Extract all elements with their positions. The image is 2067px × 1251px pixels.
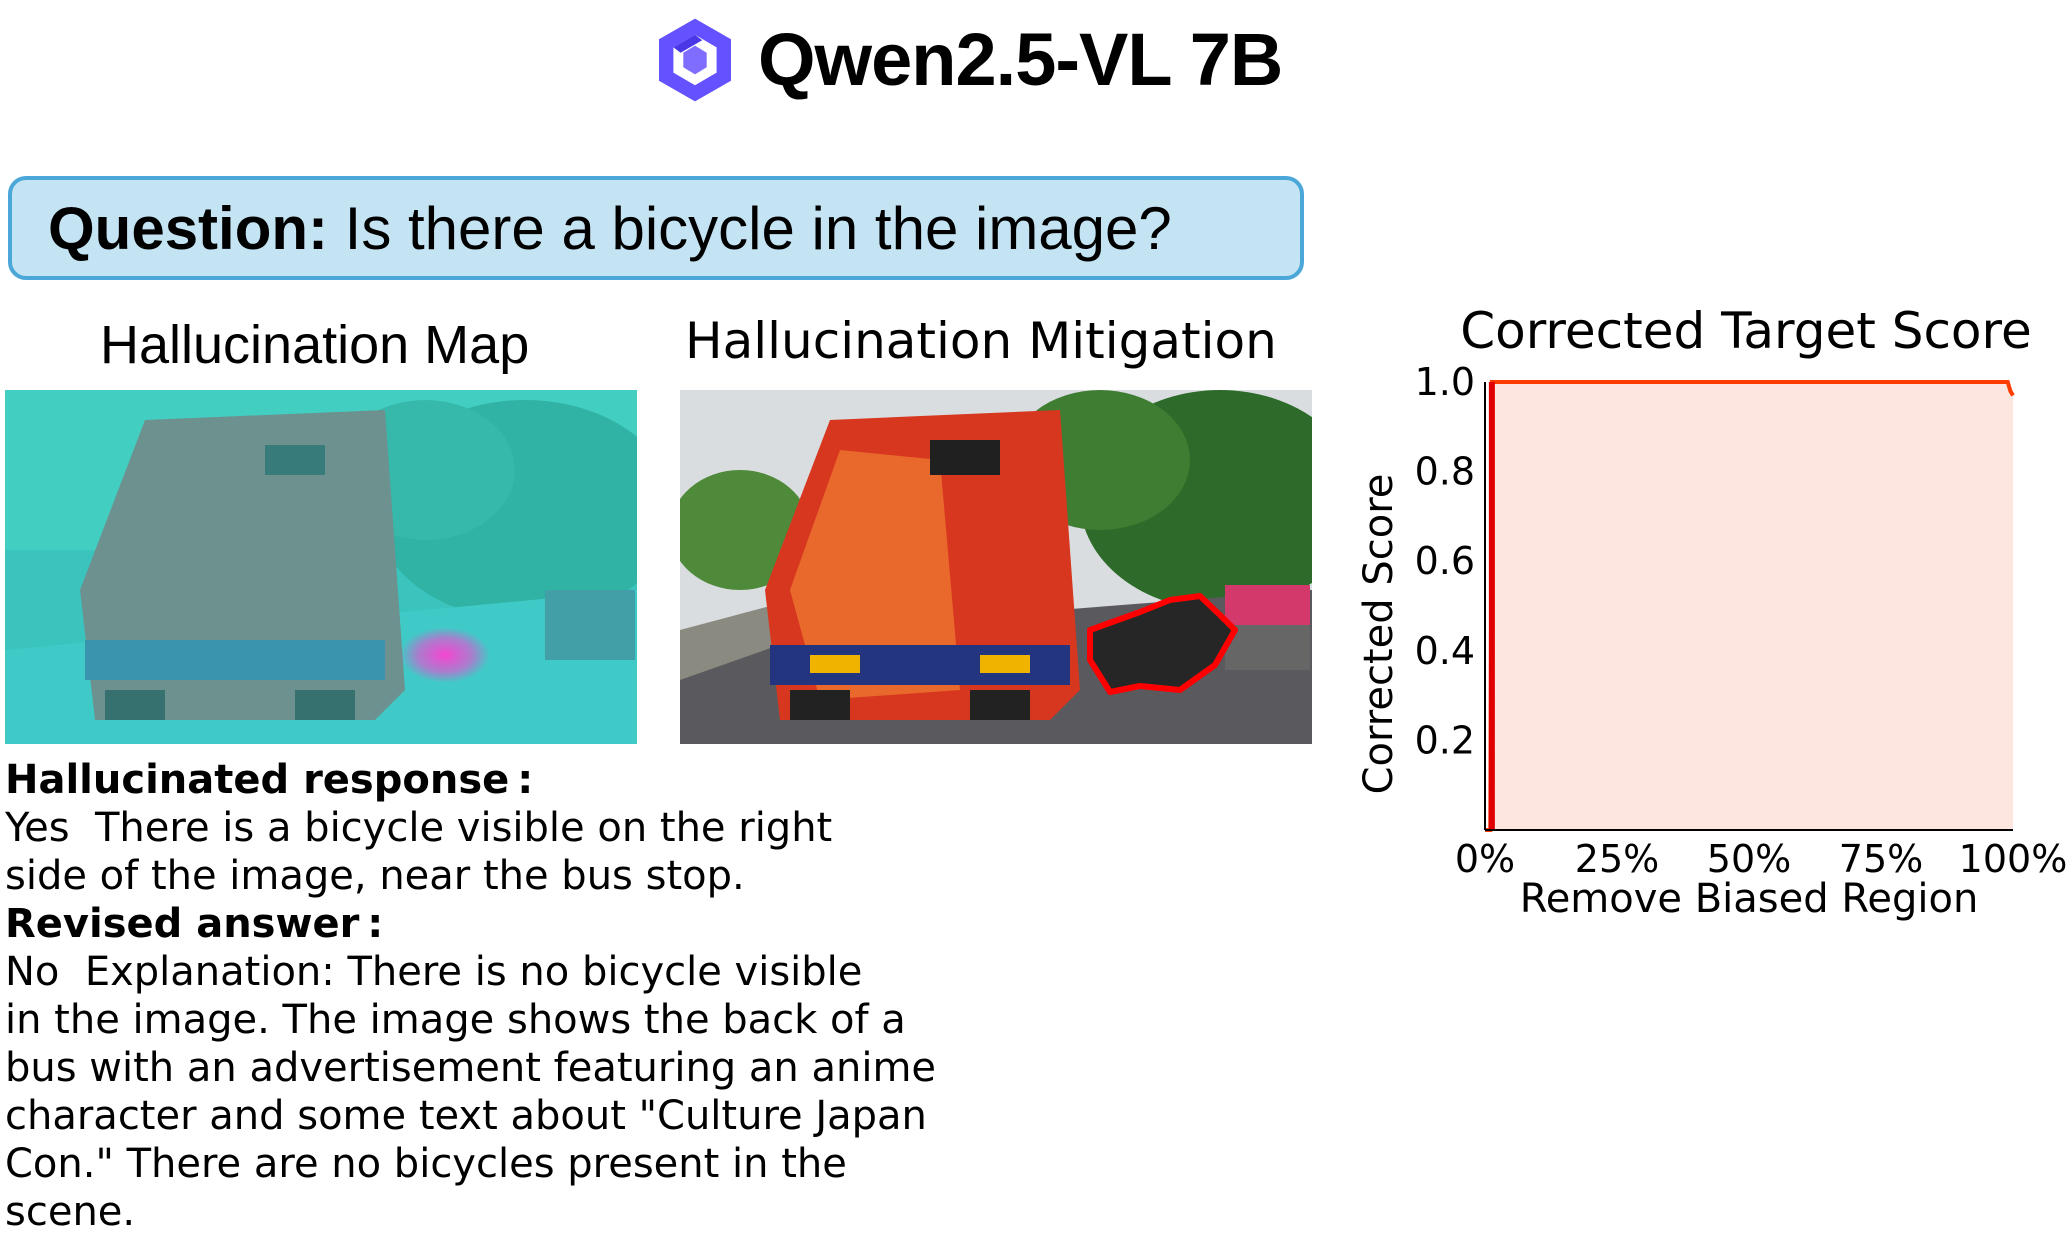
y-tick-label: 0.4 bbox=[1415, 629, 1475, 673]
qwen-logo-icon bbox=[659, 18, 731, 101]
hallucinated-line-2: side of the image, near the bus stop. bbox=[5, 853, 745, 899]
x-tick-label: 0% bbox=[1455, 837, 1515, 881]
score-area-fill bbox=[1485, 382, 2013, 830]
x-tick-label: 50% bbox=[1707, 837, 1791, 881]
x-tick-label: 25% bbox=[1575, 837, 1659, 881]
question-body: Is there a bicycle in the image? bbox=[344, 194, 1172, 262]
plot-area bbox=[1484, 380, 2015, 832]
hallucinated-response-label: Hallucinated response : bbox=[5, 757, 534, 803]
hallucination-mitigation-title: Hallucination Mitigation bbox=[685, 312, 1277, 370]
y-tick-label: 1.0 bbox=[1415, 360, 1475, 404]
model-title: Qwen2.5-VL 7B bbox=[758, 18, 1283, 101]
hallucination-mitigation-image bbox=[680, 390, 1312, 744]
revised-line-2: in the image. The image shows the back o… bbox=[5, 997, 906, 1043]
hallucinated-line-1: Yes There is a bicycle visible on the ri… bbox=[5, 805, 833, 851]
revised-line-5: Con." There are no bicycles present in t… bbox=[5, 1141, 847, 1187]
hallucination-map-image bbox=[5, 390, 637, 744]
x-tick-label: 100% bbox=[1959, 837, 2067, 881]
x-axis-label: Remove Biased Region bbox=[1520, 876, 1979, 922]
chart-title: Corrected Target Score bbox=[1460, 302, 2032, 360]
question-text: Question: Is there a bicycle in the imag… bbox=[48, 194, 1172, 263]
corrected-score-chart: Corrected Target Score 0% 25% 50% 75% 100% 0… bbox=[1356, 302, 2067, 922]
response-text-block: Hallucinated response : Yes There is a b… bbox=[5, 756, 1045, 1236]
y-tick-label: 0.6 bbox=[1415, 539, 1475, 583]
y-axis-ticks: 0.2 0.4 0.6 0.8 1.0 bbox=[1415, 360, 1475, 762]
y-axis-label: Corrected Score bbox=[1356, 474, 1402, 795]
revised-answer-label: Revised answer : bbox=[5, 901, 384, 947]
question-label: Question: bbox=[48, 194, 328, 262]
revised-line-3: bus with an advertisement featuring an a… bbox=[5, 1045, 937, 1091]
revised-line-1: No Explanation: There is no bicycle visi… bbox=[5, 949, 863, 995]
x-axis-ticks: 0% 25% 50% 75% 100% bbox=[1455, 837, 2067, 881]
header: Qwen2.5-VL 7B bbox=[650, 12, 1283, 107]
x-tick-label: 75% bbox=[1839, 837, 1923, 881]
question-box: Question: Is there a bicycle in the imag… bbox=[8, 176, 1304, 280]
y-tick-label: 0.2 bbox=[1415, 718, 1475, 762]
y-tick-label: 0.8 bbox=[1415, 450, 1475, 494]
revised-line-4: character and some text about "Culture J… bbox=[5, 1093, 927, 1139]
revised-line-6: scene. bbox=[5, 1189, 136, 1235]
hallucination-map-title: Hallucination Map bbox=[100, 315, 530, 375]
